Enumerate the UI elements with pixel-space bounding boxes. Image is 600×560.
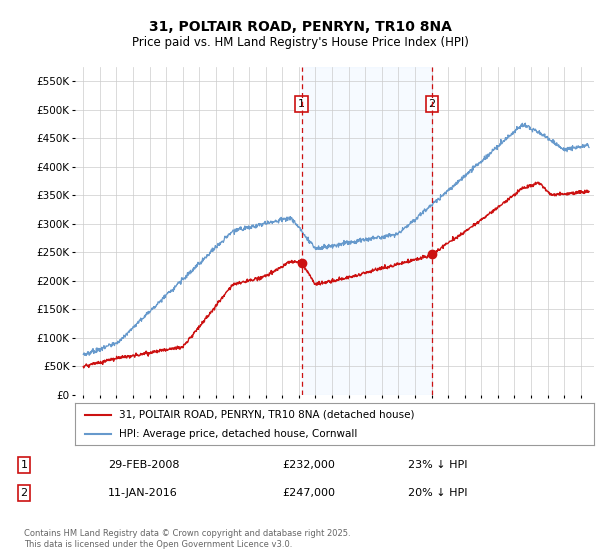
Text: 31, POLTAIR ROAD, PENRYN, TR10 8NA (detached house): 31, POLTAIR ROAD, PENRYN, TR10 8NA (deta… xyxy=(119,409,415,419)
Text: 20% ↓ HPI: 20% ↓ HPI xyxy=(408,488,467,498)
Text: £247,000: £247,000 xyxy=(282,488,335,498)
Text: 1: 1 xyxy=(298,99,305,109)
Text: Contains HM Land Registry data © Crown copyright and database right 2025.
This d: Contains HM Land Registry data © Crown c… xyxy=(24,529,350,549)
Text: 11-JAN-2016: 11-JAN-2016 xyxy=(108,488,178,498)
Text: Price paid vs. HM Land Registry's House Price Index (HPI): Price paid vs. HM Land Registry's House … xyxy=(131,36,469,49)
Text: £232,000: £232,000 xyxy=(282,460,335,470)
Text: 2: 2 xyxy=(428,99,436,109)
Bar xyxy=(302,67,432,395)
Text: 29-FEB-2008: 29-FEB-2008 xyxy=(108,460,179,470)
Text: 23% ↓ HPI: 23% ↓ HPI xyxy=(408,460,467,470)
Text: 1: 1 xyxy=(20,460,28,470)
Text: 31, POLTAIR ROAD, PENRYN, TR10 8NA: 31, POLTAIR ROAD, PENRYN, TR10 8NA xyxy=(149,20,451,34)
Text: 2: 2 xyxy=(20,488,28,498)
Text: HPI: Average price, detached house, Cornwall: HPI: Average price, detached house, Corn… xyxy=(119,429,358,439)
